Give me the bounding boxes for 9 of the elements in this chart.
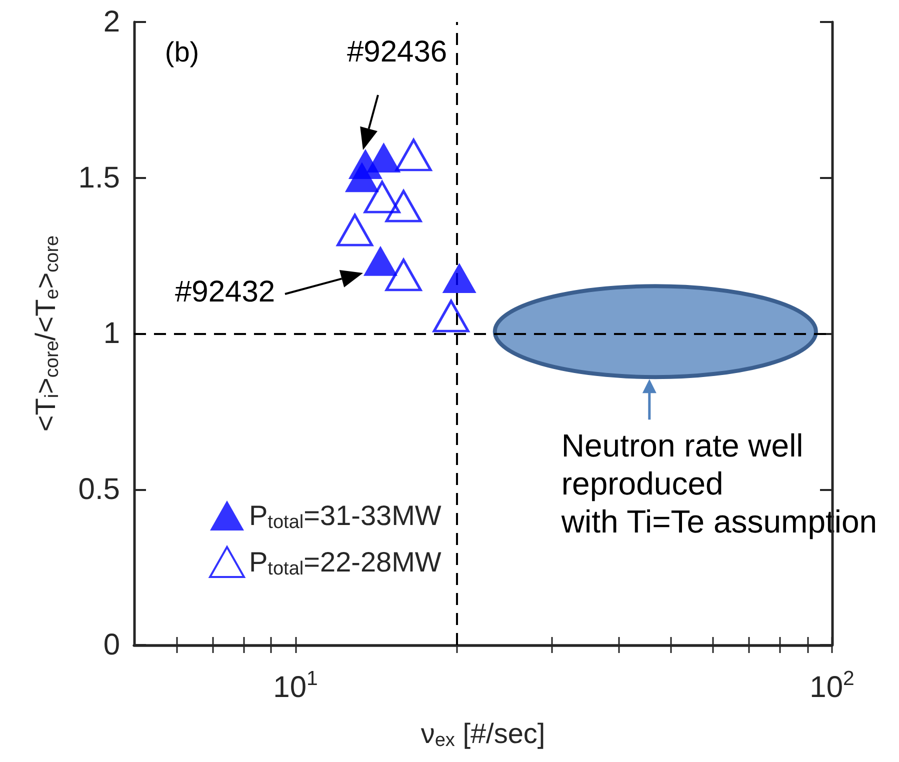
y-tick-label: 1: [103, 317, 120, 350]
annotation: #92436: [346, 36, 448, 68]
y-axis-title: <Ti>core/<Te>core: [30, 235, 63, 432]
annotation: #92432: [174, 276, 276, 308]
annotation: (b): [164, 36, 200, 68]
y-tick-label: 1.5: [78, 161, 120, 194]
y-tick-label: 0: [103, 628, 120, 662]
y-tick-label: 0.5: [78, 472, 120, 506]
y-tick-label: 2: [103, 6, 120, 38]
